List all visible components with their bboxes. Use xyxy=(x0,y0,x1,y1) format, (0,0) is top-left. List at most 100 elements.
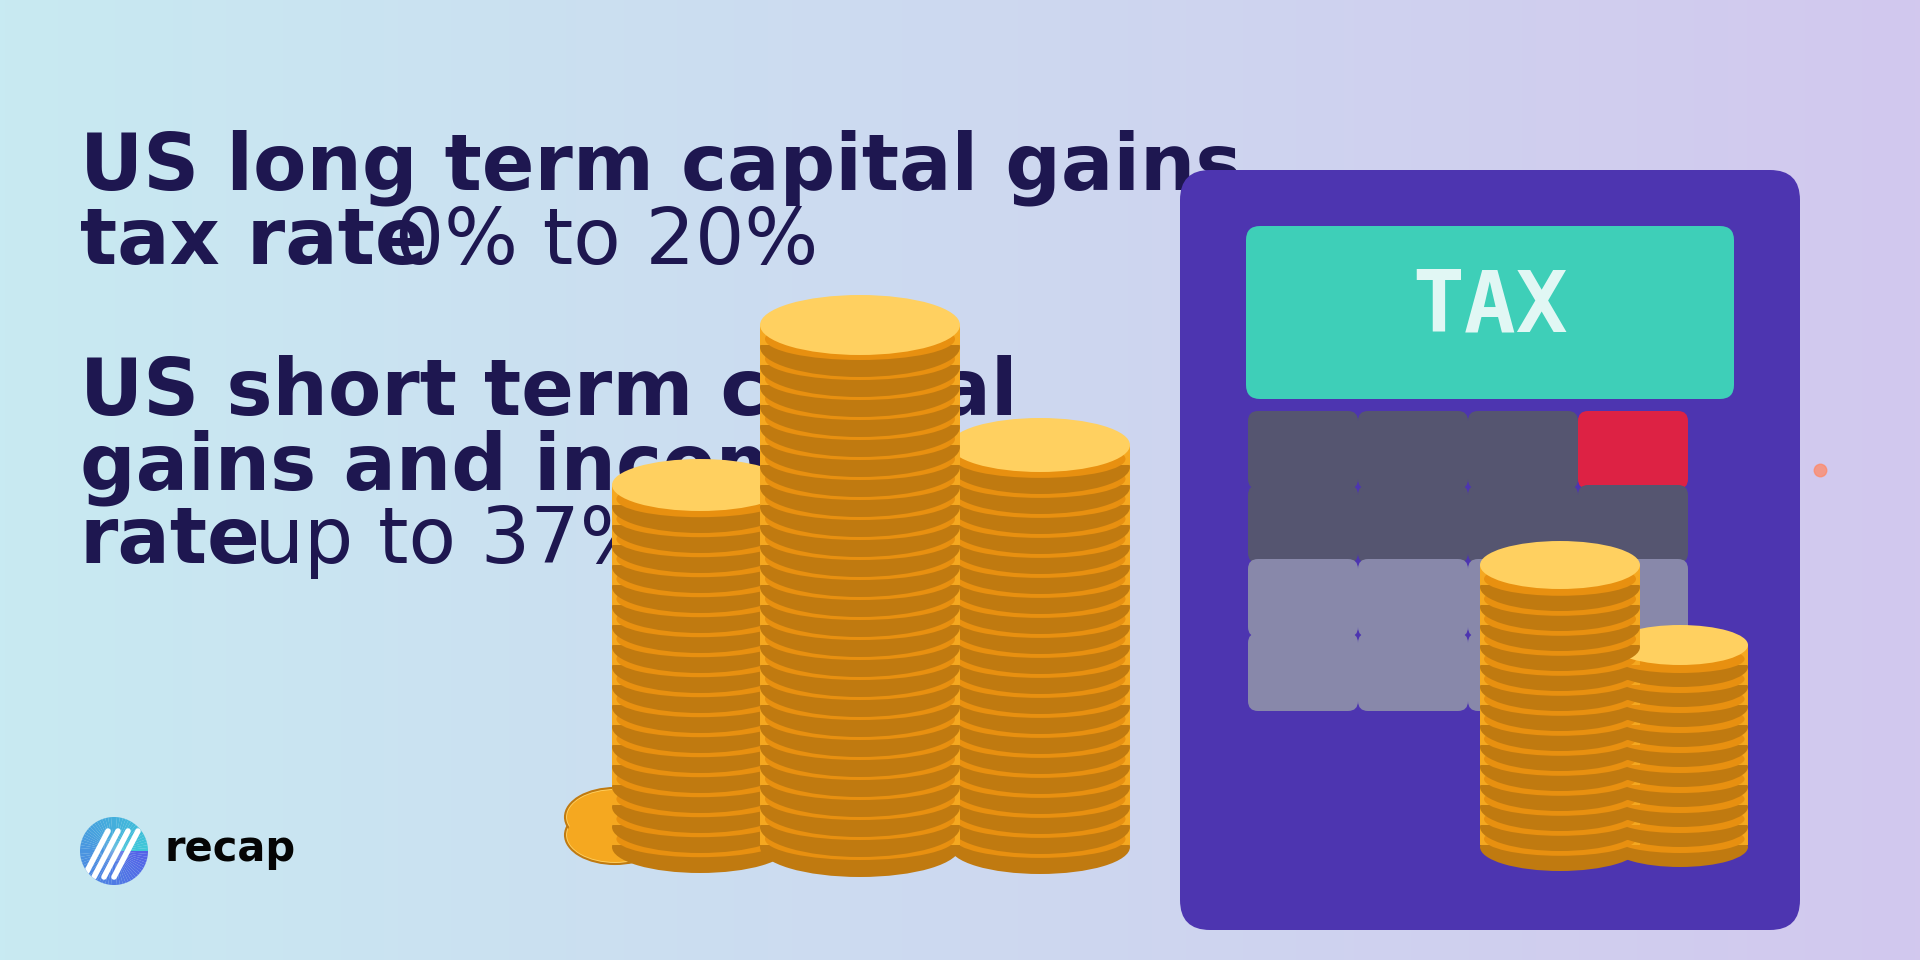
Ellipse shape xyxy=(950,800,1131,854)
Ellipse shape xyxy=(954,820,1125,858)
Ellipse shape xyxy=(612,459,787,511)
Ellipse shape xyxy=(612,799,787,851)
Ellipse shape xyxy=(564,788,664,846)
Polygon shape xyxy=(1480,645,1640,665)
Polygon shape xyxy=(1613,745,1747,765)
Polygon shape xyxy=(760,725,960,745)
Ellipse shape xyxy=(764,558,954,600)
FancyBboxPatch shape xyxy=(1469,633,1578,711)
Wedge shape xyxy=(113,820,131,851)
Ellipse shape xyxy=(616,741,783,778)
Ellipse shape xyxy=(950,638,1131,692)
Wedge shape xyxy=(83,836,113,851)
Ellipse shape xyxy=(764,578,954,620)
Ellipse shape xyxy=(764,518,954,560)
Polygon shape xyxy=(760,525,960,545)
Ellipse shape xyxy=(1484,742,1636,776)
Ellipse shape xyxy=(760,817,960,877)
Wedge shape xyxy=(88,851,113,876)
Ellipse shape xyxy=(954,640,1125,678)
Ellipse shape xyxy=(954,700,1125,738)
Polygon shape xyxy=(612,505,787,525)
Ellipse shape xyxy=(954,740,1125,778)
Wedge shape xyxy=(113,817,119,851)
Ellipse shape xyxy=(612,801,787,853)
Ellipse shape xyxy=(760,715,960,775)
Polygon shape xyxy=(1613,825,1747,845)
Polygon shape xyxy=(760,585,960,605)
Ellipse shape xyxy=(612,479,787,531)
Ellipse shape xyxy=(612,581,787,633)
Wedge shape xyxy=(113,851,148,860)
Ellipse shape xyxy=(1480,761,1640,809)
Polygon shape xyxy=(1480,825,1640,845)
Ellipse shape xyxy=(760,737,960,797)
Polygon shape xyxy=(1480,665,1640,685)
Ellipse shape xyxy=(1613,747,1747,787)
Ellipse shape xyxy=(612,741,787,793)
Ellipse shape xyxy=(612,739,787,791)
Polygon shape xyxy=(612,785,787,805)
Ellipse shape xyxy=(612,641,787,693)
Ellipse shape xyxy=(1613,727,1747,767)
Ellipse shape xyxy=(1480,681,1640,729)
Polygon shape xyxy=(612,825,787,845)
Ellipse shape xyxy=(950,798,1131,852)
Ellipse shape xyxy=(760,575,960,635)
Wedge shape xyxy=(81,851,113,863)
Ellipse shape xyxy=(1480,703,1640,751)
Polygon shape xyxy=(612,765,787,785)
Ellipse shape xyxy=(616,641,783,677)
Ellipse shape xyxy=(950,658,1131,712)
Ellipse shape xyxy=(760,637,960,697)
Ellipse shape xyxy=(616,721,783,757)
Ellipse shape xyxy=(1613,725,1747,765)
Ellipse shape xyxy=(1480,801,1640,849)
Ellipse shape xyxy=(950,760,1131,814)
Ellipse shape xyxy=(950,698,1131,752)
Ellipse shape xyxy=(760,357,960,417)
Polygon shape xyxy=(612,545,787,565)
Ellipse shape xyxy=(950,498,1131,552)
Ellipse shape xyxy=(1613,625,1747,665)
Ellipse shape xyxy=(616,481,783,517)
Polygon shape xyxy=(950,525,1131,545)
Ellipse shape xyxy=(764,358,954,400)
Wedge shape xyxy=(81,851,113,857)
Polygon shape xyxy=(760,465,960,485)
Wedge shape xyxy=(102,851,113,884)
Ellipse shape xyxy=(1480,621,1640,669)
Wedge shape xyxy=(81,839,113,851)
Ellipse shape xyxy=(1484,702,1636,735)
Ellipse shape xyxy=(954,540,1125,578)
Ellipse shape xyxy=(764,438,954,480)
Polygon shape xyxy=(1480,605,1640,625)
Polygon shape xyxy=(1480,805,1640,825)
Polygon shape xyxy=(760,385,960,405)
Ellipse shape xyxy=(612,781,787,833)
Ellipse shape xyxy=(760,375,960,435)
Ellipse shape xyxy=(616,621,783,658)
Ellipse shape xyxy=(1480,741,1640,789)
Polygon shape xyxy=(612,565,787,585)
Ellipse shape xyxy=(612,679,787,731)
Ellipse shape xyxy=(760,677,960,737)
Wedge shape xyxy=(113,831,144,851)
Polygon shape xyxy=(950,645,1131,665)
Wedge shape xyxy=(108,817,113,851)
Ellipse shape xyxy=(950,718,1131,772)
Ellipse shape xyxy=(950,678,1131,732)
Ellipse shape xyxy=(1480,763,1640,811)
Ellipse shape xyxy=(1484,642,1636,676)
Polygon shape xyxy=(612,805,787,825)
Polygon shape xyxy=(612,525,787,545)
Polygon shape xyxy=(612,645,787,665)
Ellipse shape xyxy=(764,398,954,440)
Ellipse shape xyxy=(760,615,960,675)
Ellipse shape xyxy=(760,455,960,515)
Ellipse shape xyxy=(1613,685,1747,725)
Wedge shape xyxy=(108,851,113,885)
Ellipse shape xyxy=(950,560,1131,614)
Polygon shape xyxy=(760,425,960,445)
Ellipse shape xyxy=(1615,785,1745,813)
